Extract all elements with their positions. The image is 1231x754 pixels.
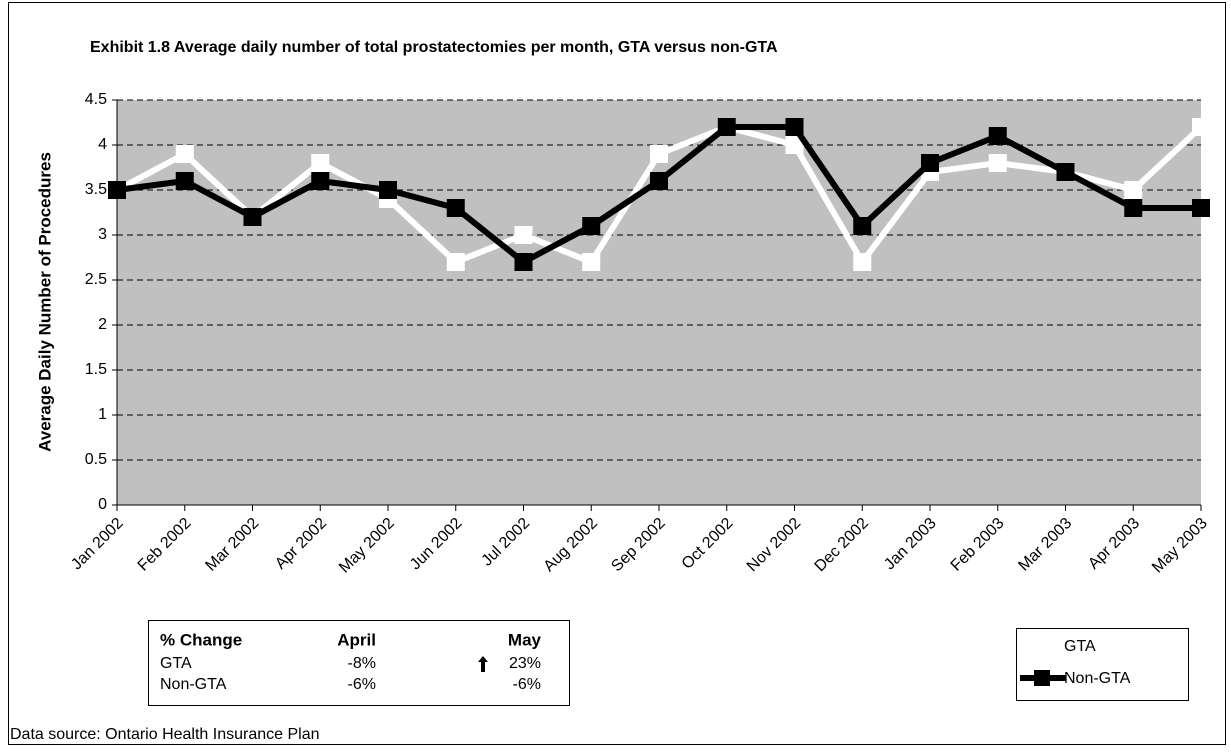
legend-label: GTA bbox=[1064, 638, 1096, 655]
point-marker bbox=[650, 172, 668, 190]
point-marker bbox=[785, 136, 804, 154]
point-marker bbox=[175, 172, 194, 190]
point-marker bbox=[1124, 199, 1143, 217]
table-header: % Change bbox=[160, 630, 242, 649]
point-marker bbox=[717, 118, 736, 136]
point-marker bbox=[1056, 163, 1075, 181]
point-marker bbox=[1192, 199, 1210, 217]
table-header: May bbox=[508, 630, 542, 649]
point-marker bbox=[921, 154, 939, 172]
chart-title: Exhibit 1.8 Average daily number of tota… bbox=[90, 39, 778, 56]
y-tick-label: 4.5 bbox=[85, 91, 107, 108]
source-note: Data source: Ontario Health Insurance Pl… bbox=[10, 726, 320, 743]
point-marker bbox=[582, 253, 601, 271]
y-tick-label: 3 bbox=[98, 226, 107, 243]
point-marker bbox=[853, 217, 872, 235]
table-cell: GTA bbox=[160, 655, 192, 672]
table-cell: 23% bbox=[509, 655, 541, 672]
point-marker bbox=[1192, 118, 1210, 136]
y-tick-label: 4 bbox=[98, 136, 107, 153]
y-tick-label: 0 bbox=[98, 496, 107, 513]
change-table bbox=[148, 620, 570, 706]
point-marker bbox=[175, 145, 194, 163]
y-tick-label: 0.5 bbox=[85, 451, 107, 468]
table-cell: -6% bbox=[348, 676, 376, 693]
table-cell: Non-GTA bbox=[160, 676, 227, 693]
legend-marker bbox=[1034, 638, 1050, 654]
point-marker bbox=[446, 253, 465, 271]
table-cell: -6% bbox=[513, 676, 541, 693]
point-marker bbox=[785, 118, 804, 136]
point-marker bbox=[514, 253, 533, 271]
point-marker bbox=[1124, 181, 1143, 199]
point-marker bbox=[988, 154, 1007, 172]
legend-label: Non-GTA bbox=[1064, 670, 1131, 687]
point-marker bbox=[853, 253, 872, 271]
y-tick-label: 2.5 bbox=[85, 271, 107, 288]
point-marker bbox=[582, 217, 601, 235]
point-marker bbox=[514, 226, 533, 244]
point-marker bbox=[988, 127, 1007, 145]
point-marker bbox=[650, 145, 668, 163]
y-tick-label: 1 bbox=[98, 406, 107, 423]
point-marker bbox=[311, 172, 330, 190]
point-marker bbox=[108, 181, 126, 199]
y-tick-label: 3.5 bbox=[85, 181, 107, 198]
point-marker bbox=[243, 208, 262, 226]
y-tick-label: 1.5 bbox=[85, 361, 107, 378]
point-marker bbox=[379, 181, 397, 199]
table-header: April bbox=[337, 630, 376, 649]
table-cell: -8% bbox=[348, 655, 376, 672]
up-arrow-icon bbox=[478, 656, 488, 672]
point-marker bbox=[311, 154, 330, 172]
y-tick-label: 2 bbox=[98, 316, 107, 333]
legend-marker bbox=[1034, 670, 1050, 686]
y-axis-label: Average Daily Number of Procedures bbox=[35, 152, 54, 452]
point-marker bbox=[446, 199, 465, 217]
